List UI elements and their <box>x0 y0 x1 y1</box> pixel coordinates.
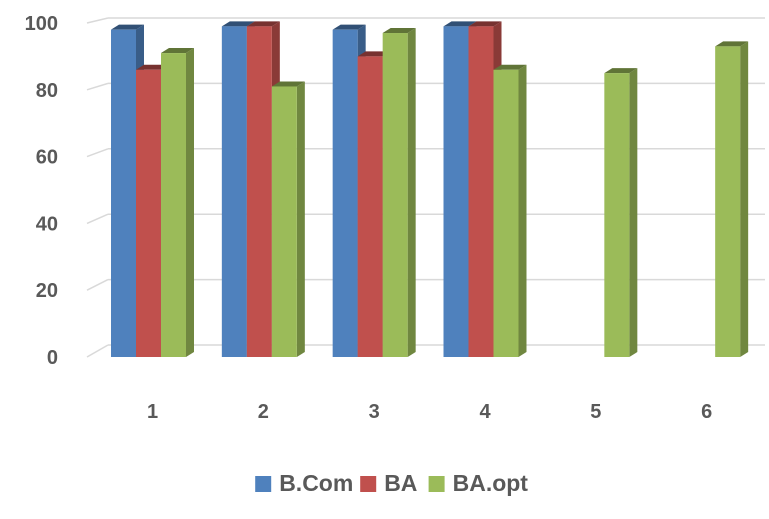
bar-top <box>357 51 391 57</box>
bar-top <box>111 24 144 30</box>
bar <box>604 73 630 357</box>
legend-label: B.Com <box>279 470 353 496</box>
bar <box>161 53 186 358</box>
bar <box>221 26 247 358</box>
bar <box>271 86 297 358</box>
bar-top <box>332 24 366 30</box>
bar <box>715 46 741 357</box>
legend-swatch <box>428 476 445 492</box>
gridline-depth <box>86 213 109 225</box>
legend-label: BA.opt <box>453 470 529 496</box>
gridline-depth <box>86 278 109 291</box>
bar <box>111 29 136 358</box>
bar-side <box>407 28 416 358</box>
y-tick-label: 0 <box>47 347 58 369</box>
gridline-depth <box>86 344 109 358</box>
bar-side <box>629 68 638 357</box>
bar <box>136 69 161 357</box>
bar-top <box>715 41 749 47</box>
bar-top <box>468 21 502 27</box>
bar-top <box>604 68 638 74</box>
x-tick-label: 5 <box>590 401 601 423</box>
bar-top <box>161 48 194 54</box>
y-tick-label: 100 <box>25 13 58 35</box>
y-tick-label: 60 <box>36 147 58 169</box>
y-tick-label: 80 <box>36 80 58 102</box>
bar-side <box>186 48 194 358</box>
bar <box>468 26 494 358</box>
legend-swatch <box>255 476 272 492</box>
bar-top <box>443 21 477 27</box>
gridline-depth <box>86 82 109 91</box>
bar-side <box>296 81 305 358</box>
y-tick-label: 20 <box>36 280 58 302</box>
bar-top <box>246 21 280 27</box>
legend-label: BA <box>384 470 417 496</box>
gridline-depth <box>86 17 109 24</box>
legend-swatch <box>360 476 377 492</box>
bar-top <box>271 81 305 87</box>
bar-top <box>382 28 416 34</box>
bar <box>357 56 383 358</box>
bar-top <box>136 64 169 70</box>
y-tick-label: 40 <box>36 213 58 235</box>
bar <box>246 26 272 358</box>
bar <box>382 33 408 358</box>
bar-side <box>740 41 749 357</box>
bar <box>493 69 519 357</box>
bar-top <box>221 21 255 27</box>
bar-side <box>518 64 527 357</box>
x-tick-label: 4 <box>479 401 491 423</box>
x-tick-label: 3 <box>369 401 380 423</box>
x-tick-label: 6 <box>701 401 712 423</box>
bar <box>332 29 358 358</box>
bar <box>443 26 469 358</box>
bar-top <box>493 64 527 70</box>
gridline-depth <box>86 148 109 158</box>
x-tick-label: 2 <box>258 401 269 423</box>
x-tick-label: 1 <box>147 401 158 423</box>
